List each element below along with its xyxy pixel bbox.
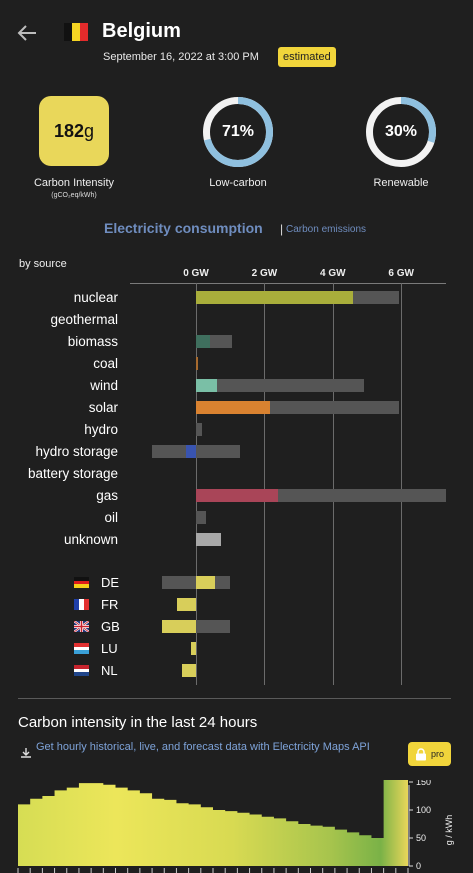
- lu-flag-icon: [74, 643, 89, 655]
- x-tick-label: 2 GW: [251, 268, 278, 279]
- zone-title: Belgium: [102, 20, 181, 42]
- production-bar: [196, 357, 198, 370]
- source-label: wind: [90, 378, 118, 393]
- y-tick-label: 100: [416, 805, 431, 815]
- carbon-intensity-sublabel: (gCO₂eq/kWh): [51, 192, 97, 199]
- source-label: geothermal: [50, 312, 118, 327]
- renewable-value: 30%: [384, 123, 418, 140]
- carbon-intensity-box: 182 g: [39, 96, 109, 166]
- x-tick-label: 0 GW: [183, 268, 209, 279]
- source-label: solar: [88, 400, 118, 415]
- capacity-bar: [196, 511, 206, 524]
- lock-icon: [415, 747, 426, 760]
- by-source-label: by source: [19, 258, 67, 270]
- datetime-label: September 16, 2022 at 3:00 PM: [103, 51, 259, 63]
- de-flag-icon: [74, 577, 89, 589]
- tab-separator: |: [280, 222, 284, 236]
- history-chart: 150 100 50 0 g / kWh: [17, 780, 454, 873]
- belgium-flag-icon: [64, 23, 88, 41]
- exchange-label: GB: [101, 619, 120, 634]
- source-label: hydro: [84, 422, 118, 437]
- back-arrow-icon[interactable]: [16, 22, 38, 44]
- carbon-intensity-label: Carbon Intensity: [33, 177, 115, 189]
- tab-carbon-emissions[interactable]: Carbon emissions: [286, 224, 367, 235]
- source-label: unknown: [63, 532, 118, 547]
- exchange-label: DE: [101, 575, 120, 590]
- source-label: biomass: [67, 334, 118, 349]
- production-bar: [185, 445, 196, 458]
- x-tick-label: 6 GW: [388, 268, 414, 279]
- pro-badge[interactable]: pro: [408, 742, 451, 766]
- low-carbon-label: Low-carbon: [209, 177, 267, 189]
- api-download-link[interactable]: Get hourly historical, live, and forecas…: [36, 741, 370, 753]
- pro-label: pro: [430, 749, 444, 759]
- gridline: [401, 283, 403, 685]
- exchange-bar: [161, 620, 196, 633]
- production-bar: [196, 291, 354, 304]
- source-label: nuclear: [73, 290, 118, 305]
- production-bar: [196, 489, 279, 502]
- capacity-bar: [196, 423, 203, 436]
- estimated-badge: estimated: [278, 47, 336, 67]
- production-bar: [196, 533, 221, 546]
- exchange-label: NL: [101, 663, 118, 678]
- capacity-bar: [196, 379, 364, 392]
- carbon-intensity-unit: g: [84, 120, 95, 141]
- source-label: oil: [104, 510, 118, 525]
- y-tick-label: 0: [416, 861, 421, 871]
- y-axis-unit: g / kWh: [444, 815, 454, 846]
- gb-flag-icon: [74, 621, 89, 632]
- exchange-bar: [196, 576, 215, 589]
- low-carbon-value: 71%: [221, 123, 255, 140]
- gridline: [264, 283, 266, 685]
- tab-electricity-consumption[interactable]: Electricity consumption: [104, 220, 263, 236]
- source-label: battery storage: [27, 466, 118, 481]
- source-label: coal: [93, 356, 118, 371]
- carbon-intensity-value: 182: [53, 120, 85, 141]
- gridline: [332, 283, 334, 685]
- capacity-bar: [151, 445, 241, 458]
- production-bar: [196, 335, 210, 348]
- chart-axis-line: [130, 283, 446, 284]
- exchange-bar: [177, 598, 196, 611]
- exchange-bar: [182, 664, 196, 677]
- x-tick-label: 4 GW: [320, 268, 346, 279]
- exchange-label: LU: [101, 641, 118, 656]
- low-carbon-ring: 71%: [202, 96, 274, 168]
- y-tick-label: 50: [416, 833, 426, 843]
- history-title: Carbon intensity in the last 24 hours: [18, 714, 258, 731]
- download-icon[interactable]: [20, 746, 32, 758]
- source-label: hydro storage: [35, 444, 118, 459]
- exchange-bar: [190, 642, 196, 655]
- source-label: gas: [96, 488, 118, 503]
- production-bar: [196, 379, 217, 392]
- renewable-label: Renewable: [373, 177, 429, 189]
- y-tick-label: 150: [416, 780, 431, 787]
- nl-flag-icon: [74, 665, 89, 677]
- history-area: [18, 780, 408, 866]
- exchange-label: FR: [101, 597, 119, 612]
- fr-flag-icon: [74, 599, 89, 610]
- gridline: [196, 283, 197, 685]
- renewable-ring: 30%: [365, 96, 437, 168]
- section-divider: [18, 698, 451, 699]
- production-bar: [196, 401, 270, 414]
